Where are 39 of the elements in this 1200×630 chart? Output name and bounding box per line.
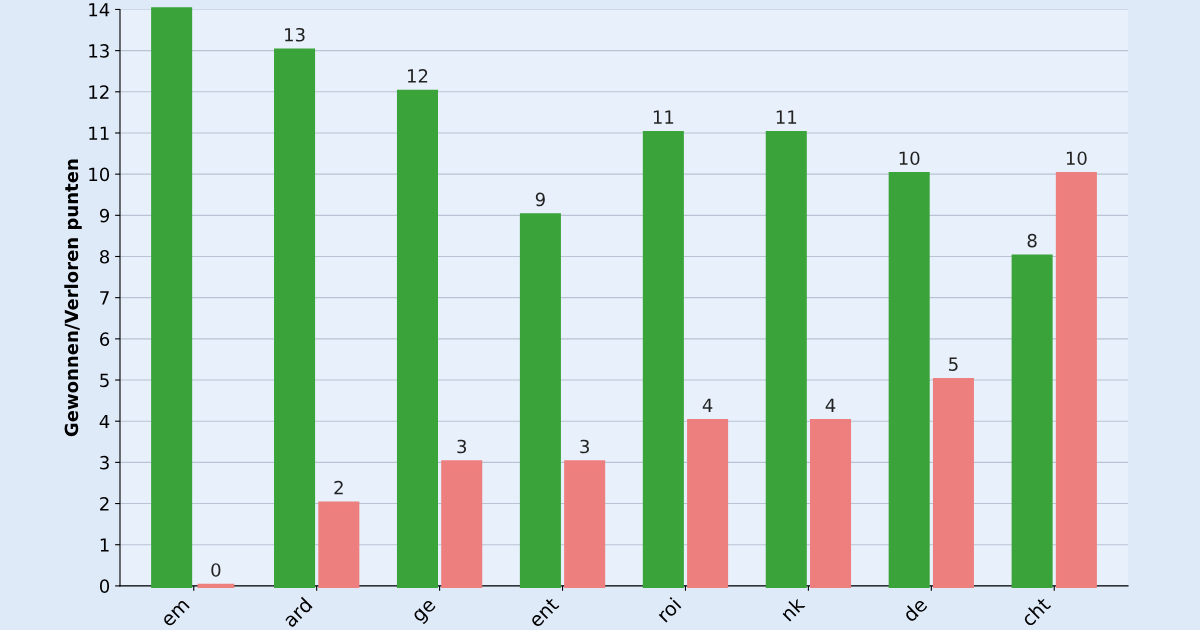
x-tick-label: ard — [281, 596, 313, 629]
data-label: 10 — [1066, 151, 1087, 166]
x-tick-label: em — [162, 599, 190, 628]
y-tick-label: 1 — [100, 538, 109, 552]
y-tick-label: 4 — [99, 414, 110, 429]
x-tick-label: ent — [528, 596, 560, 629]
data-label: 2 — [334, 480, 343, 495]
y-tick-label: 5 — [100, 373, 109, 388]
x-tick-label: ge — [412, 599, 439, 626]
x-tick-label: de — [901, 596, 928, 623]
y-axis-title: Gewonnen/Verloren punten — [64, 159, 82, 437]
x-tick-label: cht — [1020, 595, 1052, 628]
data-label: 12 — [407, 69, 428, 83]
data-label: 8 — [1027, 233, 1037, 248]
x-tick-label: roi — [655, 596, 682, 623]
y-tick-label: 11 — [89, 126, 109, 140]
y-tick-label: 8 — [100, 249, 110, 264]
y-tick-label: 14 — [89, 3, 110, 17]
data-label: 4 — [825, 398, 836, 412]
y-tick-label: 6 — [100, 332, 110, 346]
data-label: 4 — [702, 398, 713, 412]
y-tick-label: 10 — [89, 167, 110, 182]
data-label: 0 — [211, 563, 221, 577]
y-tick-label: 7 — [100, 291, 109, 305]
data-label: 11 — [776, 110, 797, 124]
data-label: 5 — [949, 357, 958, 371]
data-label: 3 — [580, 439, 589, 454]
x-tick-label: nk — [779, 595, 806, 622]
data-label: 3 — [457, 439, 467, 454]
y-tick-label: 13 — [89, 44, 109, 58]
y-tick-label: 9 — [99, 208, 110, 223]
y-tick-label: 3 — [100, 455, 109, 470]
data-label: 13 — [285, 27, 305, 42]
data-label: 9 — [535, 192, 545, 207]
data-label: 10 — [899, 151, 920, 166]
y-tick-label: 12 — [89, 85, 109, 99]
y-tick-label: 0 — [99, 579, 110, 594]
y-tick-label: 2 — [100, 497, 109, 511]
data-label: 11 — [653, 110, 674, 124]
